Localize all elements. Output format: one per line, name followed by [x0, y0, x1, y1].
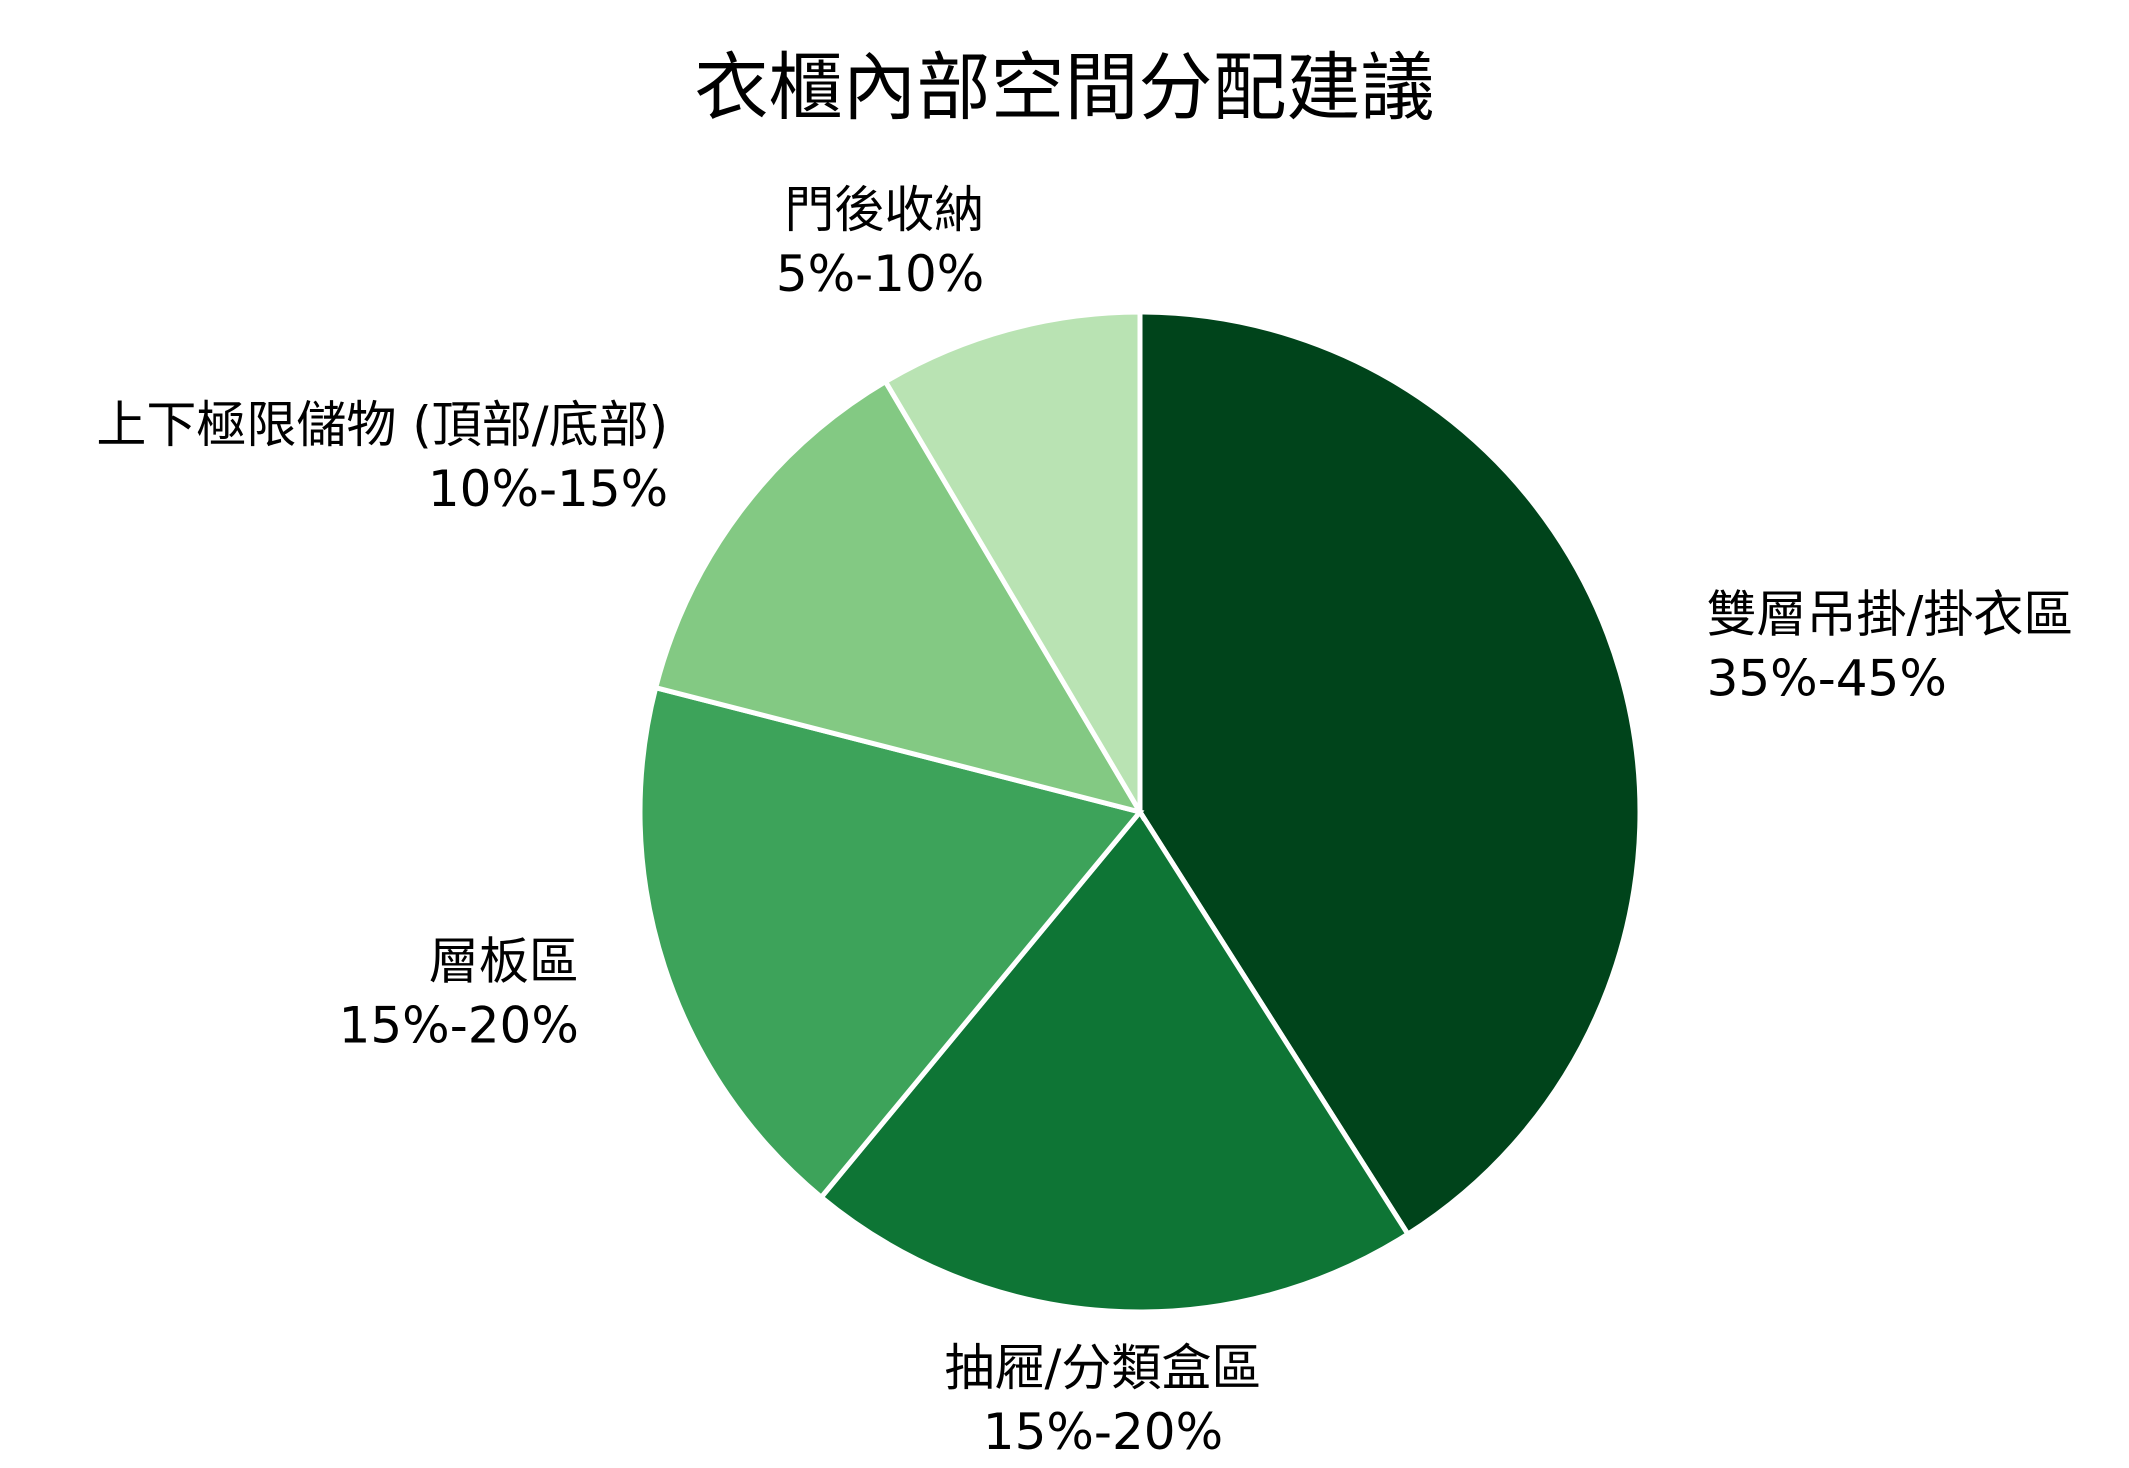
slice-label-4: 上下極限儲物 (頂部/底部): [96, 396, 668, 454]
slice-value-label-4: 10%-15%: [428, 460, 668, 518]
pie-slices: [637, 309, 1643, 1315]
slice-label-3: 層板區: [429, 932, 579, 990]
slice-label-1: 雙層吊掛/掛衣區: [1707, 585, 2074, 643]
slice-value-label-2: 15%-20%: [983, 1403, 1223, 1461]
slice-label-2: 抽屜/分類盒區: [945, 1339, 1262, 1397]
pie-labels: 雙層吊掛/掛衣區 35%-45% 抽屜/分類盒區 15%-20% 層板區 15%-20% 上…: [96, 181, 2073, 1461]
slice-value-label-5: 5%-10%: [776, 245, 985, 303]
pie-slice-1: [1137, 309, 1643, 1238]
pie-slice-2: [817, 807, 1412, 1315]
pie-slice-5: [882, 309, 1143, 822]
slice-value-label-1: 35%-45%: [1707, 649, 1947, 707]
chart-title: 衣櫃內部空間分配建議: [694, 45, 1435, 131]
pie-slice-3: [637, 684, 1145, 1201]
pie-slice-4: [652, 378, 1146, 816]
slice-label-5: 門後收納: [784, 181, 984, 239]
slice-value-label-3: 15%-20%: [339, 996, 579, 1054]
